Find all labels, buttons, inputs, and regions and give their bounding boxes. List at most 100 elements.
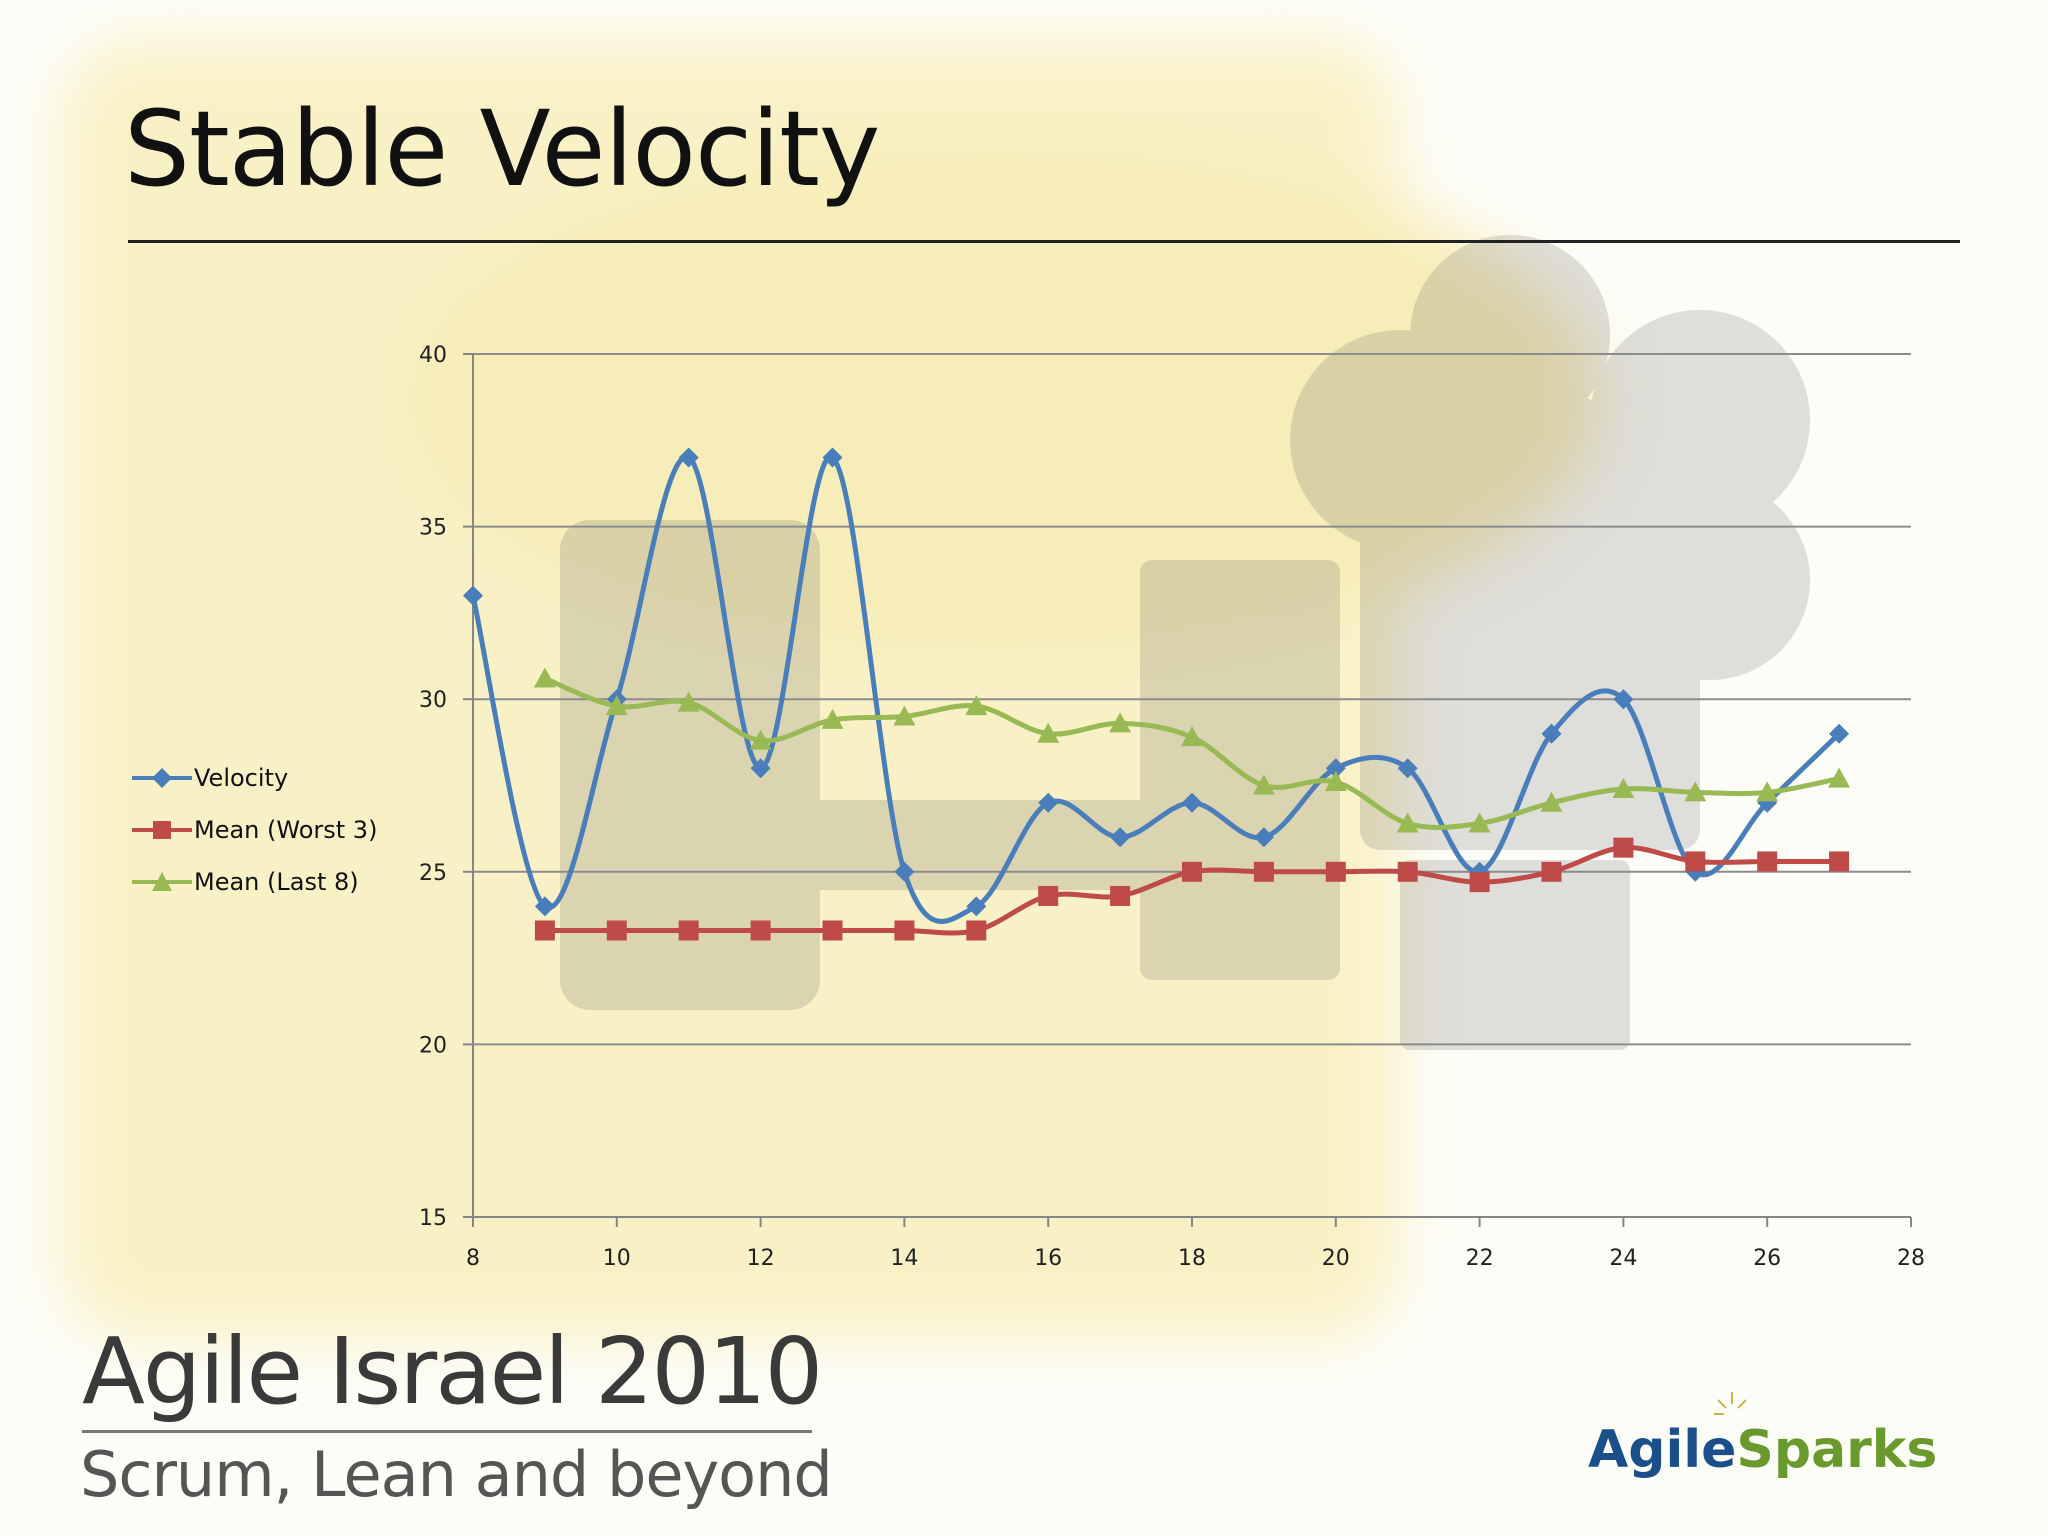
point-mean-worst-3-23 — [1541, 861, 1562, 882]
legend-label-velocity: Velocity — [194, 764, 289, 792]
legend-swatch-mean-worst-3 — [132, 821, 192, 839]
point-mean-last-8-27 — [1828, 767, 1851, 788]
x-tick-label-14: 14 — [890, 1246, 918, 1271]
point-mean-worst-3-25 — [1685, 851, 1706, 872]
conference-title: Agile Israel 2010 — [82, 1318, 823, 1425]
x-tick-label-28: 28 — [1897, 1246, 1925, 1271]
logo-part-sparks: Sparks — [1736, 1420, 1938, 1480]
legend-label-mean-last-8: Mean (Last 8) — [194, 868, 359, 896]
point-velocity-14 — [894, 861, 915, 882]
point-velocity-16 — [1038, 792, 1059, 813]
legend-swatch-velocity — [132, 768, 192, 788]
point-velocity-27 — [1829, 723, 1850, 744]
point-mean-worst-3-13 — [822, 920, 843, 941]
series-mean-worst-3 — [534, 837, 1850, 941]
series-mean-last-8 — [533, 667, 1851, 833]
agilesparks-logo: AgileSparks — [1588, 1420, 1937, 1480]
point-mean-worst-3-12 — [750, 920, 771, 941]
x-tick-label-16: 16 — [1034, 1246, 1062, 1271]
y-tick-label-25: 25 — [419, 861, 447, 886]
y-tick-label-40: 40 — [419, 343, 447, 368]
point-mean-last-8-16 — [1037, 722, 1060, 743]
point-velocity-17 — [1110, 827, 1131, 848]
legend-item-mean-last-8: Mean (Last 8) — [130, 856, 377, 908]
chart-axes — [463, 353, 1912, 1227]
title-divider — [128, 240, 1960, 243]
chart-tick-labels: 15 20 25 30 35 40 8 10 12 14 16 18 20 22 24 26 28 — [419, 343, 1925, 1271]
point-mean-last-8-17 — [1109, 712, 1132, 733]
point-mean-last-8-15 — [965, 695, 988, 716]
legend-item-mean-worst-3: Mean (Worst 3) — [130, 804, 377, 856]
point-velocity-19 — [1253, 827, 1274, 848]
point-mean-worst-3-24 — [1613, 837, 1634, 858]
point-mean-worst-3-27 — [1829, 851, 1850, 872]
y-tick-label-15: 15 — [419, 1206, 447, 1231]
point-mean-worst-3-26 — [1757, 851, 1778, 872]
point-mean-worst-3-10 — [606, 920, 627, 941]
point-mean-last-8-10 — [605, 695, 628, 716]
point-mean-last-8-18 — [1181, 726, 1203, 747]
point-mean-last-8-13 — [821, 708, 844, 729]
point-mean-worst-3-22 — [1469, 872, 1490, 893]
footer-divider — [82, 1430, 812, 1433]
point-mean-last-8-14 — [893, 705, 916, 726]
point-mean-worst-3-19 — [1253, 861, 1274, 882]
point-mean-worst-3-20 — [1325, 861, 1346, 882]
point-mean-last-8-24 — [1612, 777, 1635, 798]
point-mean-worst-3-15 — [966, 920, 987, 941]
logo-part-agile: Agile — [1588, 1420, 1737, 1480]
point-velocity-13 — [822, 447, 843, 468]
chart-series — [463, 447, 1851, 941]
point-velocity-11 — [678, 447, 699, 468]
x-tick-label-12: 12 — [747, 1246, 775, 1271]
point-velocity-12 — [750, 758, 771, 779]
point-mean-last-8-23 — [1540, 791, 1563, 812]
x-tick-label-26: 26 — [1753, 1246, 1781, 1271]
x-tick-label-20: 20 — [1322, 1246, 1350, 1271]
point-mean-last-8-20 — [1324, 771, 1347, 792]
series-velocity — [463, 447, 1850, 924]
y-tick-label-20: 20 — [419, 1033, 447, 1058]
point-mean-worst-3-14 — [894, 920, 915, 941]
point-velocity-15 — [966, 896, 987, 917]
point-mean-last-8-26 — [1756, 781, 1779, 802]
point-velocity-21 — [1397, 758, 1418, 779]
point-mean-worst-3-21 — [1397, 861, 1418, 882]
point-velocity-20 — [1325, 758, 1346, 779]
x-tick-label-24: 24 — [1609, 1246, 1637, 1271]
legend-swatch-mean-last-8 — [132, 872, 192, 891]
point-velocity-24 — [1613, 689, 1634, 710]
point-mean-last-8-19 — [1252, 774, 1275, 795]
x-tick-label-22: 22 — [1466, 1246, 1494, 1271]
x-tick-label-8: 8 — [466, 1246, 480, 1271]
point-velocity-8 — [463, 585, 483, 606]
y-tick-label-35: 35 — [419, 516, 447, 541]
x-tick-label-10: 10 — [603, 1246, 631, 1271]
point-mean-last-8-9 — [533, 667, 556, 688]
point-mean-worst-3-18 — [1182, 861, 1202, 882]
x-tick-label-18: 18 — [1178, 1246, 1206, 1271]
series-line-velocity — [470, 454, 1841, 924]
y-tick-label-30: 30 — [419, 688, 447, 713]
spark-icon — [1714, 1392, 1747, 1415]
point-velocity-9 — [534, 896, 555, 917]
point-mean-last-8-25 — [1684, 781, 1707, 802]
slide-title: Stable Velocity — [124, 88, 880, 210]
point-mean-last-8-12 — [749, 729, 772, 750]
point-velocity-18 — [1182, 792, 1202, 813]
point-mean-last-8-22 — [1468, 812, 1491, 833]
point-velocity-23 — [1541, 723, 1562, 744]
series-line-mean-worst-3 — [544, 845, 1840, 936]
point-mean-worst-3-16 — [1038, 885, 1059, 906]
point-mean-last-8-21 — [1396, 812, 1419, 833]
legend-label-mean-worst-3: Mean (Worst 3) — [194, 816, 378, 844]
conference-tagline: Scrum, Lean and beyond — [80, 1438, 833, 1511]
point-mean-last-8-11 — [677, 691, 700, 712]
point-mean-worst-3-17 — [1110, 885, 1131, 906]
point-mean-worst-3-11 — [678, 920, 699, 941]
chart-legend: Velocity Mean (Worst 3) Mean (Last 8) — [130, 752, 377, 908]
point-mean-worst-3-9 — [534, 920, 555, 941]
legend-item-velocity: Velocity — [130, 752, 377, 804]
